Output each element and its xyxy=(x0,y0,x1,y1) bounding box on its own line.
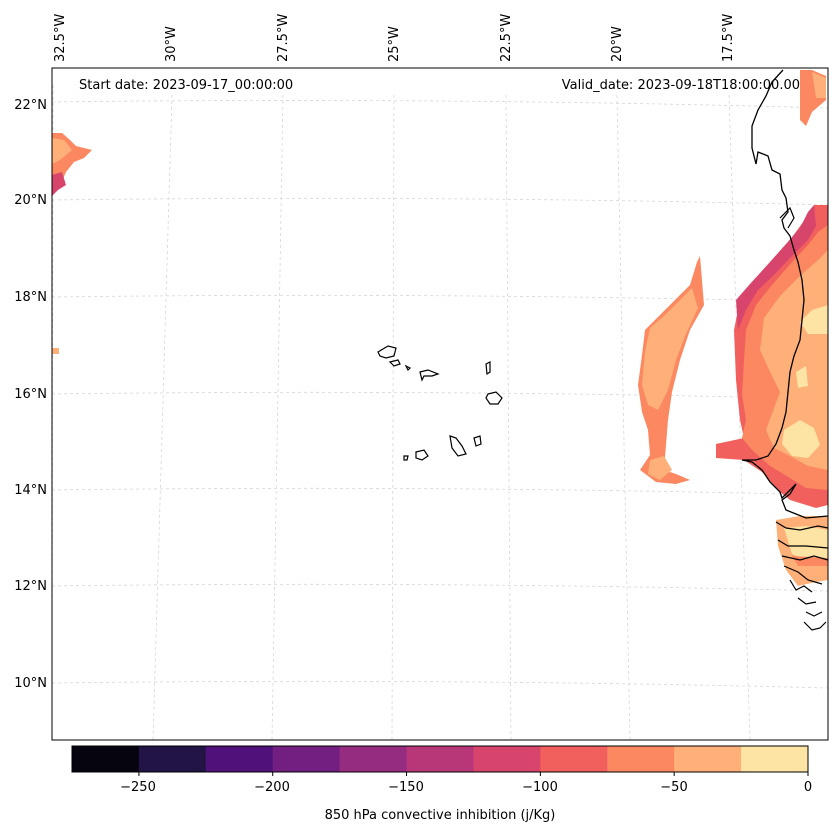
lon-gridline xyxy=(391,94,395,741)
lon-label: 30°W xyxy=(164,26,179,62)
cin-patch-northwest-core xyxy=(52,138,72,164)
colorbar-frame xyxy=(71,745,809,773)
island-santo-antao xyxy=(377,345,397,359)
cin-region-east-core2 xyxy=(782,420,820,458)
lat-gridline xyxy=(51,197,829,206)
lon-label: 17.5°W xyxy=(721,13,736,62)
colorbar-tick-label: −250 xyxy=(120,780,156,795)
colorbar-segment xyxy=(205,746,274,772)
island-fogo xyxy=(415,449,429,461)
coastline-notch xyxy=(779,206,795,229)
cin-band-central-inner xyxy=(642,288,698,410)
cin-region-south-band xyxy=(792,556,828,566)
colorbar-tick-label: −100 xyxy=(522,780,558,795)
colorbar-tick-label: 0 xyxy=(803,780,813,795)
gridlines xyxy=(51,84,829,741)
lon-label: 25°W xyxy=(387,26,402,62)
colorbar xyxy=(71,745,809,776)
lon-gridline xyxy=(505,94,512,741)
cin-region-east-core xyxy=(800,305,828,334)
lon-label: 22.5°W xyxy=(499,13,514,62)
lat-label: 14°N xyxy=(14,483,47,498)
colorbar-segment xyxy=(607,746,675,772)
gambia-coastline xyxy=(775,521,829,631)
lat-gridline xyxy=(51,391,829,400)
island-maio xyxy=(473,435,482,447)
island-brava xyxy=(403,455,409,461)
cape-verde-islands xyxy=(377,345,503,461)
cin-band-central-south xyxy=(648,456,672,480)
cin-patch-small xyxy=(52,348,59,354)
colorbar-segment xyxy=(473,746,541,772)
colorbar-segment xyxy=(674,746,742,772)
lat-label: 20°N xyxy=(14,193,47,208)
lat-label: 10°N xyxy=(14,676,47,691)
colorbar-segment xyxy=(138,746,207,772)
colorbar-segment xyxy=(339,746,408,772)
cin-region-east-dark xyxy=(736,205,816,330)
start-date-annotation: Start date: 2023-09-17_00:00:00 xyxy=(79,78,294,93)
lat-gridline xyxy=(51,583,829,592)
lat-gridline xyxy=(51,100,829,109)
lon-gridline xyxy=(271,94,284,741)
island-boa-vista xyxy=(485,391,503,405)
lat-label: 16°N xyxy=(14,387,47,402)
colorbar-segment xyxy=(72,746,140,772)
cin-region-south-light xyxy=(784,526,828,562)
cin-region-east-light xyxy=(760,250,828,470)
island-sal xyxy=(485,361,491,376)
island-sao-vicente xyxy=(388,359,401,367)
lon-gridline xyxy=(616,94,631,741)
colorbar-segment xyxy=(406,746,474,772)
lat-gridline xyxy=(51,680,829,689)
lon-label: 27.5°W xyxy=(276,13,291,62)
colorbar-tick-label: −200 xyxy=(254,780,290,795)
map-frame xyxy=(51,67,829,741)
lat-label: 22°N xyxy=(14,98,47,113)
colorbar-tick-label: −50 xyxy=(660,780,688,795)
cin-patch-northwest-edge xyxy=(52,172,66,196)
colorbar-segment xyxy=(540,746,608,772)
lat-label: 12°N xyxy=(14,579,47,594)
island-santa-luzia xyxy=(404,364,412,372)
cin-region-east-core3 xyxy=(796,366,808,388)
colorbar-label: 850 hPa convective inhibition (j/Kg) xyxy=(324,808,556,823)
lat-gridline xyxy=(51,487,829,496)
lon-label: 32.5°W xyxy=(53,13,68,62)
cin-contours xyxy=(52,70,828,586)
colorbar-segment xyxy=(741,746,809,772)
colorbar-tick-label: −150 xyxy=(388,780,424,795)
lat-gridline xyxy=(51,294,829,303)
cin-patch-top-right-light xyxy=(812,72,826,98)
island-santiago xyxy=(449,435,467,457)
colorbar-segment xyxy=(272,746,341,772)
lon-label: 20°W xyxy=(610,26,625,62)
africa-coastline xyxy=(741,69,829,519)
island-sao-nicolau xyxy=(419,369,440,382)
valid-date-annotation: Valid_date: 2023-09-18T18:00:00.00 xyxy=(561,78,800,93)
lat-label: 18°N xyxy=(14,290,47,305)
lon-gridline xyxy=(152,94,173,741)
